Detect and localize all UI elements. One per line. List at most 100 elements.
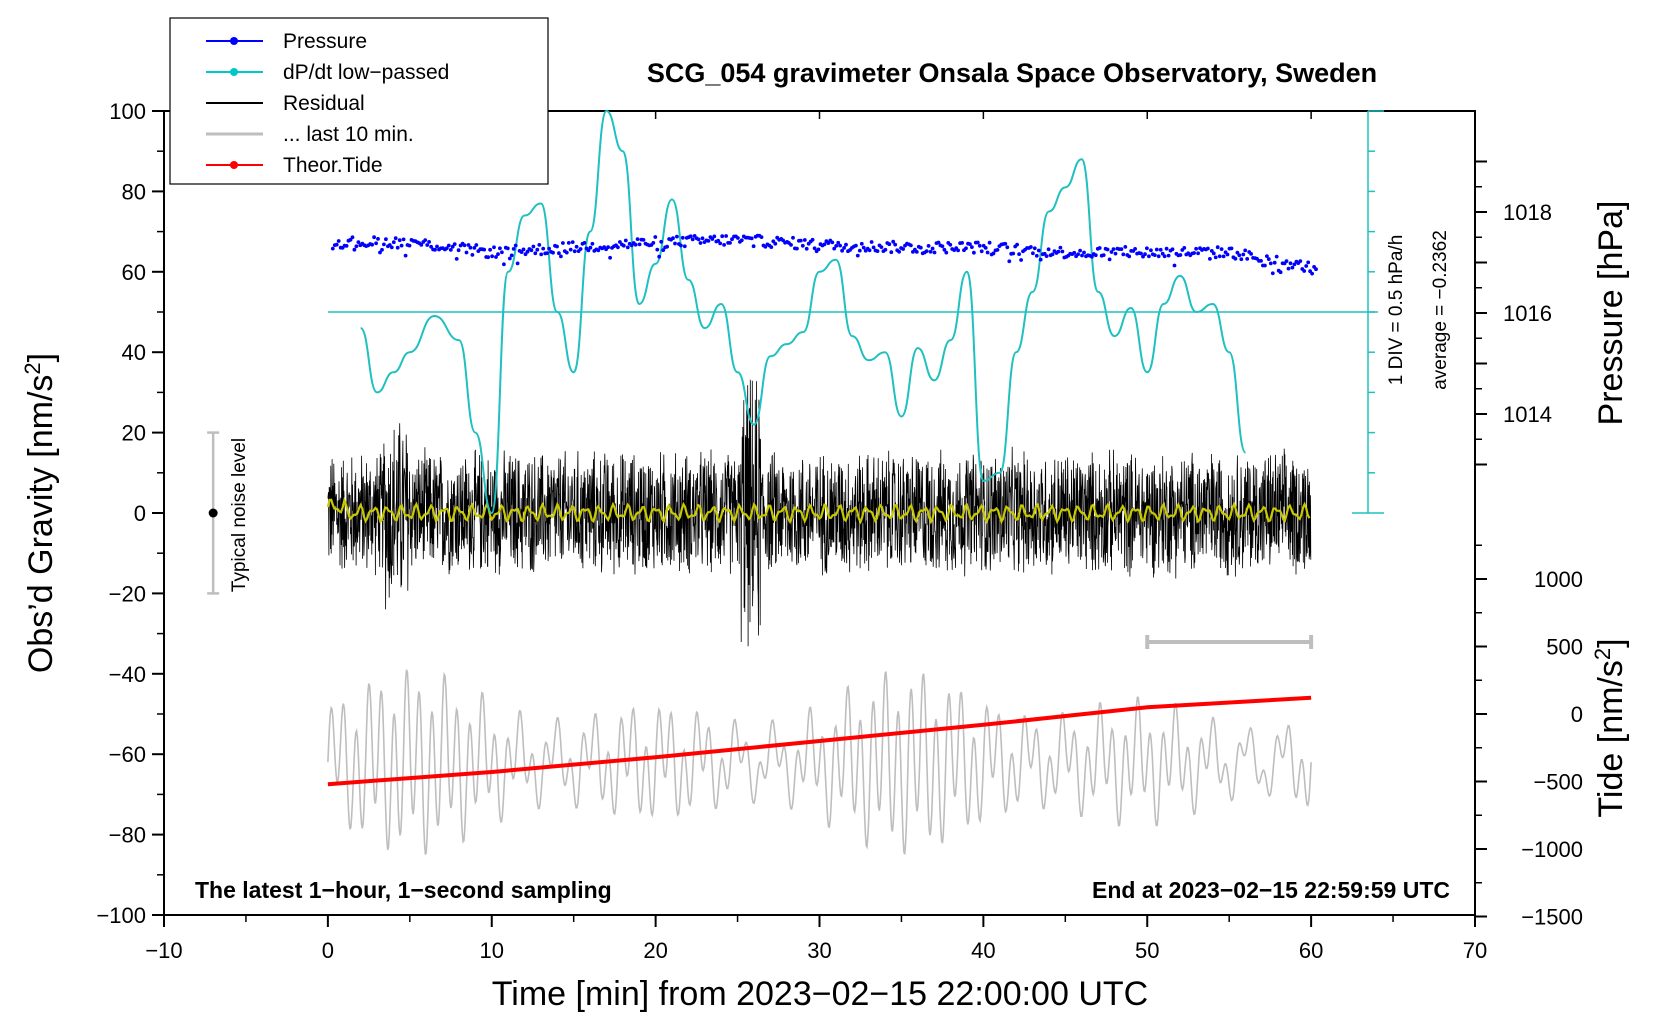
pressure-point — [1249, 252, 1253, 256]
legend-marker — [230, 68, 238, 76]
pressure-point — [1286, 266, 1291, 271]
pressure-point — [855, 253, 860, 258]
pressure-point — [425, 243, 430, 247]
pressure-point — [454, 257, 459, 261]
pressure-point — [464, 250, 469, 255]
pressure-point — [897, 249, 901, 254]
pressure-point — [924, 249, 929, 254]
pressure-point — [641, 238, 646, 242]
pressure-point — [519, 250, 524, 255]
pressure-point — [564, 250, 569, 255]
legend-marker — [230, 161, 238, 169]
pressure-point — [706, 239, 711, 243]
legend-label: ... last 10 min. — [283, 123, 414, 146]
pressure-point — [1029, 245, 1033, 249]
pressure-point — [1160, 251, 1165, 256]
pressure-point — [883, 247, 888, 252]
pressure-point — [759, 235, 764, 240]
pressure-point — [566, 241, 571, 245]
pressure-point — [1031, 251, 1035, 256]
pressure-point — [940, 244, 945, 249]
pressure-point — [1121, 252, 1126, 257]
y-axis-title-tide: Tide [nm/s2] — [1590, 638, 1630, 817]
pressure-point — [1266, 257, 1271, 261]
pressure-point — [559, 254, 563, 259]
x-axis-title: Time [min] from 2023−02−15 22:00:00 UTC — [492, 975, 1148, 1013]
legend-marker — [230, 37, 238, 45]
pressure-point — [720, 234, 725, 239]
pressure-point — [659, 239, 664, 244]
pressure-point — [515, 261, 520, 266]
y-axis-title-pressure: Pressure [hPa] — [1592, 201, 1630, 426]
x-tick-label: 30 — [807, 938, 831, 963]
pressure-point — [826, 241, 831, 246]
pressure-point — [513, 243, 518, 248]
pressure-point — [568, 247, 573, 252]
last10-series — [327, 669, 1312, 855]
pressure-point — [529, 248, 534, 253]
pressure-point — [698, 241, 703, 245]
pressure-point — [574, 244, 579, 249]
pressure-point — [448, 248, 453, 252]
tide-axis-ticks: −1500 −1000 −500 0 500 1000 — [1475, 544, 1583, 930]
pressure-point — [838, 243, 842, 248]
pressure-point — [419, 243, 424, 247]
x-tick-label: 70 — [1463, 938, 1487, 963]
tide-tick-label: 500 — [1546, 635, 1583, 660]
pressure-point — [1208, 257, 1212, 261]
pressure-point — [378, 250, 382, 255]
pressure-point — [1274, 254, 1279, 259]
pressure-point — [1080, 253, 1084, 258]
pressure-point — [979, 249, 984, 254]
pressure-point — [505, 246, 510, 251]
pressure-point — [1239, 257, 1244, 262]
pressure-point — [964, 246, 968, 251]
pressure-point — [842, 246, 846, 250]
pressure-point — [736, 236, 740, 240]
pressure-point — [1217, 254, 1222, 259]
pressure-point — [407, 243, 412, 248]
pressure-point — [1156, 254, 1161, 259]
pressure-point — [1263, 263, 1267, 268]
pressure-point — [936, 240, 941, 245]
pressure-point — [834, 244, 839, 248]
pressure-point — [688, 234, 693, 239]
pressure-point — [1082, 250, 1086, 255]
pressure-point — [468, 245, 473, 250]
pressure-point — [928, 249, 933, 254]
pressure-point — [859, 241, 864, 246]
pressure-point — [427, 240, 431, 244]
pressure-point — [1215, 245, 1220, 250]
y-tick-label: 100 — [109, 99, 146, 124]
pressure-point — [909, 243, 913, 248]
pressure-point — [509, 253, 514, 258]
pressure-point — [795, 246, 799, 251]
pressure-point — [914, 250, 919, 254]
pressure-point — [1284, 259, 1289, 263]
pressure-tick-label: 1016 — [1503, 301, 1552, 326]
pressure-point — [1306, 260, 1311, 265]
pressure-point — [1206, 246, 1210, 251]
pressure-point — [490, 254, 494, 259]
pressure-point — [690, 237, 695, 242]
pressure-point — [893, 242, 898, 247]
pressure-point — [728, 241, 732, 245]
pressure-point — [582, 241, 587, 245]
pressure-point — [1005, 245, 1010, 250]
pressure-point — [496, 252, 500, 256]
pressure-point — [1003, 241, 1008, 246]
pressure-point — [472, 246, 477, 250]
pressure-point — [1149, 248, 1153, 253]
pressure-point — [1298, 259, 1303, 263]
pressure-point — [616, 245, 620, 250]
y-tick-label: −100 — [96, 903, 146, 928]
pressure-point — [572, 249, 577, 254]
pressure-point — [1093, 253, 1098, 258]
x-tick-label: 0 — [322, 938, 334, 963]
pressure-point — [606, 245, 610, 250]
residual-series — [327, 379, 1312, 647]
pressure-point — [1164, 246, 1169, 251]
residual-lowpass-line — [326, 496, 1311, 525]
pressure-point — [502, 262, 506, 267]
y-tick-label: 40 — [122, 340, 146, 365]
